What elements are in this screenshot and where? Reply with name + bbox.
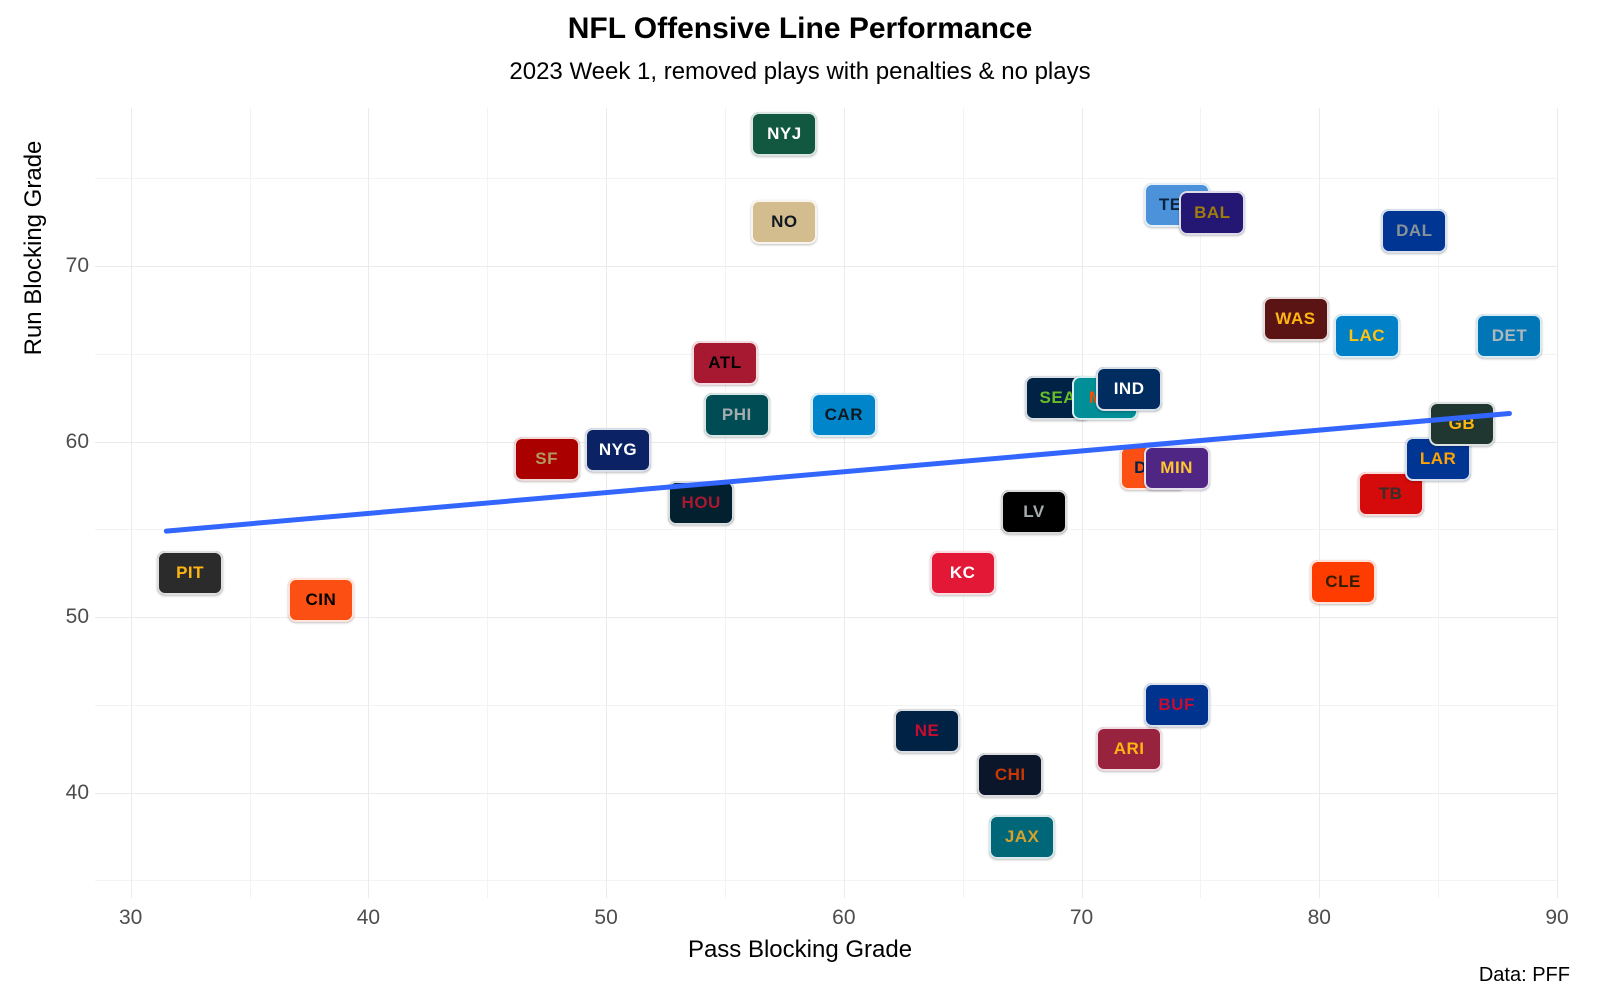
x-grid-minor bbox=[487, 108, 488, 898]
y-axis-label: Run Blocking Grade bbox=[20, 0, 48, 643]
team-logo-nyj: NYJ bbox=[751, 112, 817, 156]
x-tick-label: 60 bbox=[832, 906, 855, 930]
x-grid-major bbox=[606, 108, 607, 898]
team-logo-cin: CIN bbox=[288, 578, 354, 622]
regression-line bbox=[95, 108, 1557, 898]
team-logo-phi: PHI bbox=[704, 393, 770, 437]
team-logo-lac: LAC bbox=[1334, 314, 1400, 358]
team-logo-was: WAS bbox=[1263, 297, 1329, 341]
plot-area: PIT CIN SFNYG HOU ATL PHI NYJ NO CAR NE KC CHI JAX LV… bbox=[95, 108, 1557, 898]
y-tick-label: 60 bbox=[55, 430, 89, 454]
y-tick-label: 70 bbox=[55, 254, 89, 278]
chart-title: NFL Offensive Line Performance bbox=[0, 12, 1600, 46]
team-logo-no: NO bbox=[751, 200, 817, 244]
x-grid-major bbox=[368, 108, 369, 898]
x-tick-label: 80 bbox=[1308, 906, 1331, 930]
chart-subtitle: 2023 Week 1, removed plays with penaltie… bbox=[0, 58, 1600, 86]
x-grid-major bbox=[1319, 108, 1320, 898]
y-grid-minor bbox=[95, 529, 1557, 530]
team-logo-lv: LV bbox=[1001, 490, 1067, 534]
x-grid-major bbox=[844, 108, 845, 898]
team-logo-chi: CHI bbox=[977, 753, 1043, 797]
team-logo-min: MIN bbox=[1144, 446, 1210, 490]
x-tick-label: 70 bbox=[1070, 906, 1093, 930]
x-grid-minor bbox=[963, 108, 964, 898]
team-logo-pit: PIT bbox=[157, 551, 223, 595]
x-axis-label: Pass Blocking Grade bbox=[0, 936, 1600, 964]
x-grid-major bbox=[131, 108, 132, 898]
team-logo-sf: SF bbox=[514, 437, 580, 481]
x-tick-label: 90 bbox=[1545, 906, 1568, 930]
team-logo-car: CAR bbox=[811, 393, 877, 437]
y-grid-minor bbox=[95, 880, 1557, 881]
y-tick-label: 50 bbox=[55, 605, 89, 629]
y-grid-minor bbox=[95, 705, 1557, 706]
team-logo-det: DET bbox=[1476, 314, 1542, 358]
data-credit: Data: PFF bbox=[1479, 964, 1570, 987]
plot-border bbox=[95, 108, 1557, 898]
team-logo-hou: HOU bbox=[668, 481, 734, 525]
team-logo-ind: IND bbox=[1096, 367, 1162, 411]
x-grid-major bbox=[1082, 108, 1083, 898]
team-logo-nyg: NYG bbox=[585, 428, 651, 472]
y-tick-label: 40 bbox=[55, 781, 89, 805]
y-grid-minor bbox=[95, 178, 1557, 179]
y-grid-major bbox=[95, 266, 1557, 267]
y-grid-major bbox=[95, 442, 1557, 443]
x-tick-label: 40 bbox=[357, 906, 380, 930]
team-logo-atl: ATL bbox=[692, 341, 758, 385]
team-logo-gb: GB bbox=[1429, 402, 1495, 446]
team-logo-bal: BAL bbox=[1179, 191, 1245, 235]
x-tick-label: 30 bbox=[119, 906, 142, 930]
x-grid-major bbox=[1557, 108, 1558, 898]
team-logo-ari: ARI bbox=[1096, 727, 1162, 771]
team-logo-buf: BUF bbox=[1144, 683, 1210, 727]
team-logo-ne: NE bbox=[894, 709, 960, 753]
x-grid-minor bbox=[250, 108, 251, 898]
x-tick-label: 50 bbox=[594, 906, 617, 930]
team-logo-dal: DAL bbox=[1381, 209, 1447, 253]
team-logo-kc: KC bbox=[930, 551, 996, 595]
team-logo-jax: JAX bbox=[989, 815, 1055, 859]
team-logo-cle: CLE bbox=[1310, 560, 1376, 604]
y-grid-major bbox=[95, 793, 1557, 794]
